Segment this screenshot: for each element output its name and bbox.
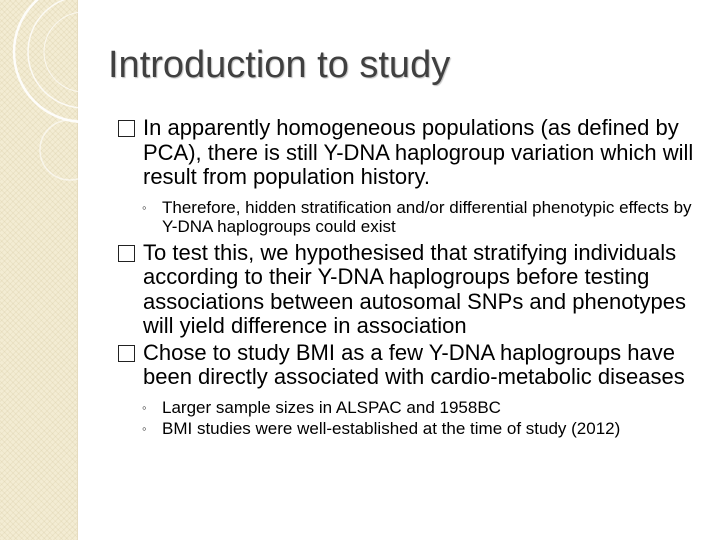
sub-bullet-3-2: ◦ BMI studies were well-established at t… — [118, 419, 698, 438]
square-bullet-icon — [118, 344, 135, 362]
sub-bullet-1-1-text: Therefore, hidden stratification and/or … — [162, 197, 692, 236]
bullet-2: To test this, we hypothesised that strat… — [118, 239, 698, 339]
circle-bullet-icon: ◦ — [142, 199, 147, 215]
bullet-1-text: In apparently homogeneous populations (a… — [143, 115, 694, 189]
circle-bullet-icon: ◦ — [142, 420, 147, 436]
slide-body: In apparently homogeneous populations (a… — [118, 115, 698, 438]
bullet-3-text: Chose to study BMI as a few Y-DNA haplog… — [143, 339, 685, 389]
sub-bullet-3-1-text: Larger sample sizes in ALSPAC and 1958BC — [162, 397, 501, 417]
slide-title: Introduction to study — [108, 44, 451, 86]
square-bullet-icon — [118, 244, 135, 262]
sub-bullet-3-1: ◦ Larger sample sizes in ALSPAC and 1958… — [118, 398, 698, 417]
sub-bullet-1-1: ◦ Therefore, hidden stratification and/o… — [118, 198, 698, 236]
circle-bullet-icon: ◦ — [142, 399, 147, 415]
bullet-3: Chose to study BMI as a few Y-DNA haplog… — [118, 339, 698, 390]
bullet-1: In apparently homogeneous populations (a… — [118, 115, 698, 190]
side-band-edge — [77, 0, 78, 540]
sub-bullet-3-2-text: BMI studies were well-established at the… — [162, 418, 621, 438]
bullet-2-text: To test this, we hypothesised that strat… — [143, 239, 687, 338]
decorative-side-band — [0, 0, 77, 540]
decorative-circles — [12, 0, 140, 181]
square-bullet-icon — [118, 120, 135, 137]
